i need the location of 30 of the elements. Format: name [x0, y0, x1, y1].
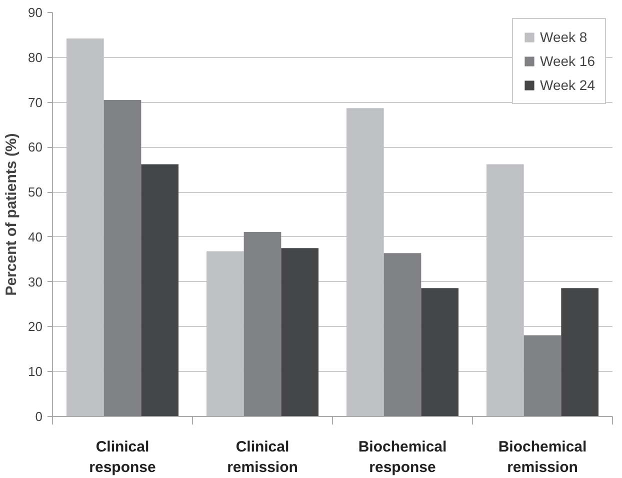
bar — [244, 232, 282, 416]
x-tick-label: Biochemical response — [358, 438, 447, 476]
bar — [524, 335, 562, 416]
x-tick-label: Clinical remission — [227, 438, 298, 476]
bar — [206, 251, 244, 416]
y-tick-label: 10 — [28, 364, 43, 380]
bar — [421, 288, 458, 416]
legend-label: Week 8 — [540, 29, 588, 45]
x-tick-label: Clinical response — [89, 438, 156, 476]
bar — [281, 248, 318, 416]
y-tick-label: 0 — [35, 409, 43, 424]
bar — [384, 253, 422, 416]
y-tick-label: 80 — [28, 50, 43, 65]
bar — [346, 108, 384, 416]
y-tick-label: 40 — [28, 229, 43, 244]
legend-label: Week 24 — [540, 77, 595, 93]
bar — [561, 288, 598, 416]
y-tick-label: 60 — [28, 140, 43, 155]
x-tick-label: Biochemical remission — [498, 438, 587, 476]
legend-label: Week 16 — [540, 53, 595, 69]
y-tick-label: 90 — [28, 5, 43, 20]
y-tick-label: 50 — [28, 184, 43, 200]
y-tick-label: 20 — [28, 319, 43, 334]
bar — [66, 38, 104, 416]
y-tick-label: 30 — [28, 274, 43, 290]
bar — [141, 164, 178, 416]
bar — [104, 100, 142, 416]
bar — [486, 164, 524, 416]
y-tick-label: 70 — [28, 94, 43, 110]
y-axis-title: Percent of patients (%) — [3, 133, 20, 296]
